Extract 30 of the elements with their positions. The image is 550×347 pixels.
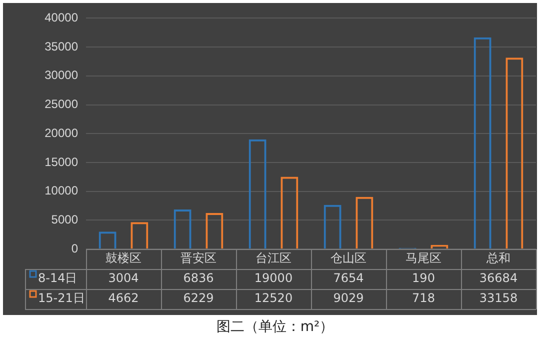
x-tick-label: 台江区: [256, 251, 292, 266]
x-tick-label: 仓山区: [330, 251, 366, 266]
x-tick-label: 总和: [486, 251, 510, 266]
y-tick-label: 40000: [44, 10, 78, 25]
data-label: 6836: [183, 271, 214, 286]
y-tick-label: 20000: [44, 126, 78, 140]
y-tick-label: 5000: [51, 212, 78, 226]
data-label: 12520: [254, 291, 293, 306]
y-tick-label: 35000: [44, 39, 78, 54]
data-label: 36684: [479, 271, 518, 286]
y-tick-label: 30000: [44, 68, 78, 82]
x-tick-label: 马尾区: [406, 251, 442, 266]
x-tick-label: 晋安区: [180, 251, 216, 266]
data-label: 190: [412, 271, 435, 286]
y-tick-label: 10000: [44, 184, 78, 198]
data-label: 6229: [183, 291, 214, 306]
data-label: 4662: [108, 291, 139, 306]
data-label: 718: [412, 291, 435, 306]
data-label: 7654: [333, 271, 364, 286]
legend-label: 8-14日: [38, 271, 78, 286]
data-label: 19000: [254, 271, 293, 286]
x-tick-label: 鼓楼区: [106, 251, 142, 266]
data-label: 9029: [333, 291, 364, 306]
y-tick-label: 25000: [44, 97, 78, 112]
data-label: 3004: [108, 271, 139, 286]
data-label: 33158: [479, 291, 518, 306]
y-tick-label: 15000: [44, 154, 78, 169]
legend-label: 15-21日: [38, 291, 85, 306]
text: 图二（单位：m²）: [215, 318, 335, 337]
y-tick-label: 0: [71, 241, 78, 256]
